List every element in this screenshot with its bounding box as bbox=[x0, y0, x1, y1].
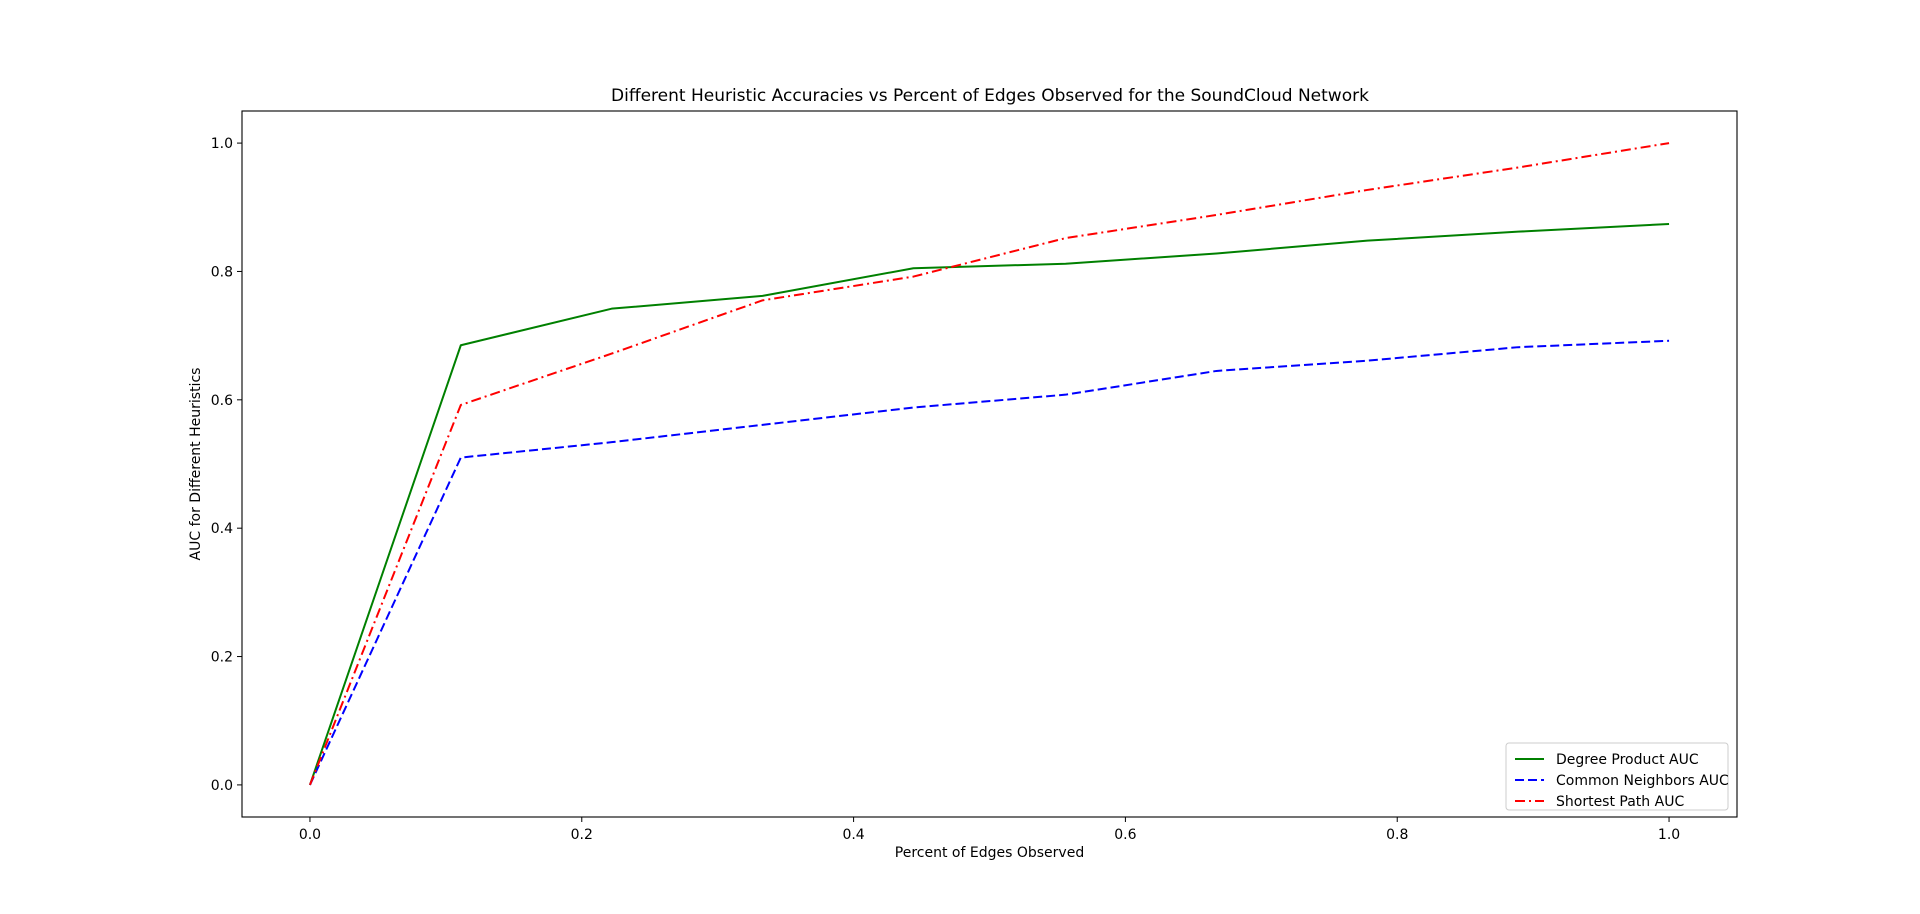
y-tick-label: 1.0 bbox=[211, 136, 233, 152]
legend-label: Degree Product AUC bbox=[1556, 752, 1699, 768]
y-tick-label: 0.2 bbox=[211, 650, 233, 666]
legend: Degree Product AUC Common Neighbors AUC Sh… bbox=[1505, 742, 1729, 811]
y-tick-label: 0.4 bbox=[211, 521, 233, 537]
x-tick-label: 0.8 bbox=[1386, 827, 1408, 843]
y-tick-label: 0.6 bbox=[211, 393, 233, 409]
x-tick-label: 0.2 bbox=[571, 827, 593, 843]
legend-label: Common Neighbors AUC bbox=[1556, 773, 1729, 789]
x-tick-label: 0.0 bbox=[299, 827, 321, 843]
x-axis-ticks: 0.0 0.2 0.4 0.6 0.8 1.0 bbox=[299, 817, 1680, 843]
x-tick-label: 1.0 bbox=[1658, 827, 1680, 843]
x-tick-label: 0.6 bbox=[1114, 827, 1136, 843]
legend-label: Shortest Path AUC bbox=[1556, 794, 1684, 810]
y-axis-label: AUC for Different Heuristics bbox=[188, 368, 204, 561]
y-tick-label: 0.8 bbox=[211, 264, 233, 280]
x-axis-label: Percent of Edges Observed bbox=[895, 845, 1084, 861]
y-tick-label: 0.0 bbox=[211, 778, 233, 794]
series-line-2 bbox=[309, 142, 1670, 786]
series-line-0 bbox=[309, 222, 1670, 786]
plot-lines bbox=[309, 142, 1670, 786]
legend-box bbox=[1505, 742, 1729, 811]
y-axis-ticks: 0.0 0.2 0.4 0.6 0.8 1.0 bbox=[211, 136, 242, 794]
x-tick-label: 0.4 bbox=[842, 827, 864, 843]
plot-frame bbox=[241, 110, 1738, 818]
series-line-1 bbox=[309, 339, 1670, 786]
chart-title: Different Heuristic Accuracies vs Percen… bbox=[611, 86, 1369, 106]
